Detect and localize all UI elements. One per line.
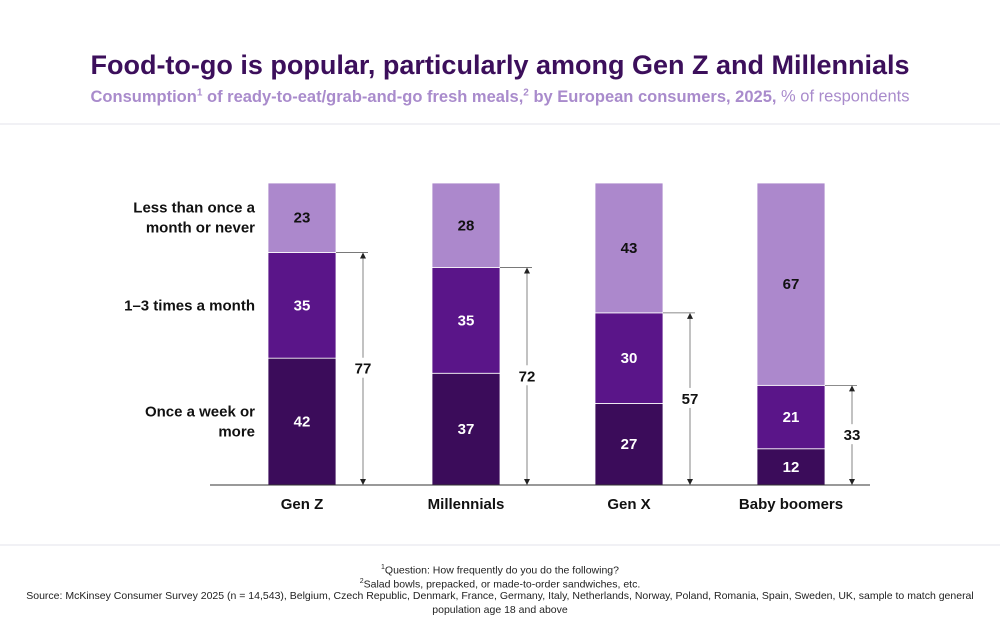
bar-segment [756, 182, 826, 386]
bar-segment [267, 182, 337, 253]
series-label: Less than once a [133, 200, 255, 217]
bar-segment [431, 267, 501, 374]
data-label: 23 [294, 210, 311, 227]
category-label: Millennials [428, 496, 505, 513]
total-label: 72 [519, 368, 536, 385]
total-label: 77 [355, 361, 372, 378]
data-label: 43 [621, 240, 638, 257]
arrow-down-icon [524, 479, 530, 485]
data-label: 42 [294, 414, 311, 431]
series-label: Once a week or [145, 404, 255, 421]
category-label: Gen X [607, 496, 650, 513]
chart-subtitle: Consumption1 of ready-to-eat/grab-and-go… [90, 87, 910, 106]
data-label: 12 [783, 459, 800, 476]
data-label: 21 [783, 409, 800, 426]
arrow-down-icon [687, 479, 693, 485]
data-label: 35 [458, 312, 475, 329]
bar-segment [594, 403, 664, 486]
total-label-bg [677, 387, 703, 408]
total-label: 57 [682, 391, 699, 408]
arrow-up-icon [687, 312, 693, 319]
arrow-down-icon [849, 479, 855, 485]
data-label: 37 [458, 421, 475, 438]
source-line-2: population age 18 and above [432, 604, 568, 616]
divider-top [0, 123, 1000, 125]
category-label: Baby boomers [739, 496, 843, 513]
arrow-up-icon [849, 385, 855, 392]
bar-segment [594, 312, 664, 404]
data-label: 27 [621, 436, 638, 453]
data-label: 35 [294, 297, 311, 314]
total-label: 33 [844, 427, 861, 444]
data-label: 67 [783, 276, 800, 293]
arrow-up-icon [360, 252, 366, 259]
total-label-bg [350, 357, 376, 378]
chart-title: Food-to-go is popular, particularly amon… [90, 50, 910, 80]
bar-segment [756, 384, 826, 450]
footnote-1: 1Question: How frequently do you do the … [381, 564, 619, 577]
bar-segment [267, 252, 337, 359]
bar-segment [594, 182, 664, 314]
arrow-down-icon [360, 479, 366, 485]
bar-segment [267, 357, 337, 486]
footnote-2: 2Salad bowls, prepacked, or made-to-orde… [359, 578, 641, 591]
data-label: 30 [621, 350, 638, 367]
divider-bottom [0, 544, 1000, 546]
total-label-bg [839, 424, 865, 445]
arrow-up-icon [524, 267, 530, 274]
series-label: more [218, 424, 255, 441]
series-label: 1–3 times a month [124, 297, 255, 314]
series-label: month or never [146, 220, 255, 237]
source-line-1: Source: McKinsey Consumer Survey 2025 (n… [26, 590, 974, 602]
data-label: 28 [458, 217, 475, 234]
bar-segment [431, 372, 501, 486]
bar-segment [431, 182, 501, 268]
category-label: Gen Z [281, 496, 324, 513]
total-label-bg [514, 365, 540, 386]
